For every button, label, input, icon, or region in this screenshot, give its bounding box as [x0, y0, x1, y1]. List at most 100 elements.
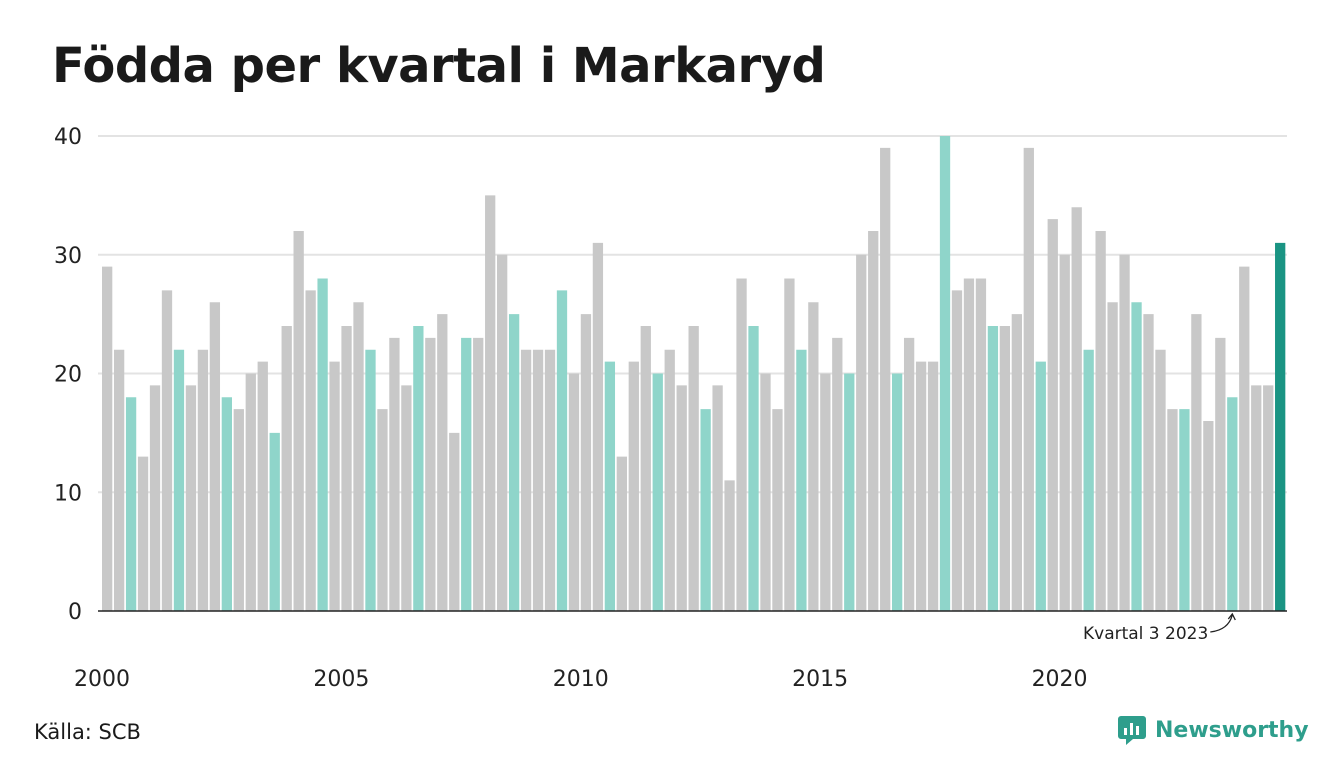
bar [927, 361, 939, 611]
bar [209, 302, 221, 611]
chart-title: Födda per kvartal i Markaryd [52, 38, 826, 94]
bar [915, 361, 927, 611]
bar [329, 361, 340, 611]
bar [1215, 337, 1226, 611]
bar [341, 326, 352, 611]
bar [401, 385, 412, 611]
bar [508, 314, 520, 611]
bar [604, 361, 616, 611]
bar [616, 456, 627, 611]
bar [1155, 349, 1166, 611]
bar [197, 349, 209, 611]
bar [544, 349, 556, 611]
bar [975, 278, 987, 611]
bar [1227, 397, 1238, 611]
bar [173, 349, 185, 611]
bar [1131, 302, 1142, 611]
bar [317, 278, 328, 611]
bars [102, 136, 1286, 611]
bar [892, 373, 903, 611]
bar [1167, 409, 1178, 611]
bar [425, 337, 436, 611]
bar [748, 326, 759, 611]
bar [628, 361, 639, 611]
bar [377, 409, 388, 611]
bar [760, 373, 771, 611]
bar [568, 373, 580, 611]
brand-name: Newsworthy [1155, 717, 1309, 743]
bar [987, 326, 999, 611]
bar [497, 254, 508, 611]
bar [868, 231, 879, 611]
bar [712, 385, 723, 611]
bar [413, 326, 424, 611]
bar [1071, 207, 1082, 611]
bar [772, 409, 783, 611]
bar [245, 373, 256, 611]
annotation-arrow [1210, 612, 1236, 633]
bar [1275, 242, 1286, 611]
y-tick-label: 0 [68, 600, 82, 625]
bar [449, 432, 460, 611]
bar [963, 278, 975, 611]
bar [808, 302, 819, 611]
bar [1239, 266, 1250, 611]
y-axis-ticks: 0 10 20 30 40 [54, 125, 82, 625]
x-tick-label: 2010 [553, 667, 609, 692]
bar [1047, 219, 1058, 611]
bar [880, 147, 891, 611]
bar [1095, 231, 1106, 611]
bar [856, 254, 867, 611]
y-tick-label: 20 [54, 363, 82, 388]
bar [688, 326, 699, 611]
bar [640, 326, 651, 611]
bar [724, 480, 735, 611]
bar [1251, 385, 1262, 611]
bar [844, 373, 855, 611]
bar [353, 302, 364, 611]
bar [185, 385, 197, 611]
bar [1035, 361, 1046, 611]
bar [485, 195, 496, 611]
bar [437, 314, 448, 611]
x-tick-label: 2020 [1032, 667, 1088, 692]
bar [257, 361, 268, 611]
bar [832, 337, 843, 611]
bar [580, 314, 592, 611]
bar [113, 349, 125, 611]
newsworthy-logo-icon [1118, 716, 1146, 745]
bar [1119, 254, 1130, 611]
x-tick-label: 2000 [74, 667, 130, 692]
x-tick-label: 2015 [792, 667, 848, 692]
bar [1011, 314, 1022, 611]
bar [592, 242, 604, 611]
bar [1191, 314, 1202, 611]
bar [1263, 385, 1274, 611]
bar [903, 337, 915, 611]
bar [520, 349, 532, 611]
bar [999, 326, 1011, 611]
bar [796, 349, 807, 611]
bar [269, 432, 280, 611]
bar [161, 290, 173, 611]
x-tick-label: 2005 [313, 667, 369, 692]
bar [293, 231, 304, 611]
y-tick-label: 10 [54, 481, 82, 506]
bar [1107, 302, 1118, 611]
bar [281, 326, 292, 611]
bar [700, 409, 711, 611]
bar [951, 290, 963, 611]
bar [365, 349, 376, 611]
bar [736, 278, 747, 611]
bar [652, 373, 663, 611]
bar [784, 278, 795, 611]
annotation-label: Kvartal 3 2023 [1083, 624, 1208, 644]
bar [939, 136, 951, 611]
bar [1059, 254, 1070, 611]
bar [149, 385, 161, 611]
bar [461, 337, 472, 611]
brand-logo: Newsworthy [1117, 714, 1309, 746]
bar [820, 373, 831, 611]
bar [473, 337, 484, 611]
